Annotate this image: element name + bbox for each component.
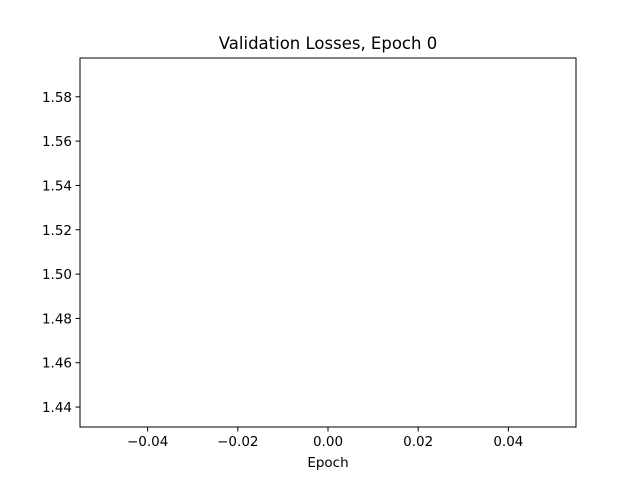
x-tick-label: −0.02 (217, 434, 258, 450)
x-tick-label: 0.00 (313, 434, 343, 450)
plot-area (79, 57, 577, 428)
y-tick-label: 1.44 (42, 400, 72, 416)
y-tick-label: 1.58 (42, 90, 72, 106)
x-tick-label: 0.04 (493, 434, 523, 450)
x-axis-label: Epoch (307, 455, 348, 471)
x-tick-label: −0.04 (127, 434, 168, 450)
y-axis-ticks: 1.44 1.46 1.48 1.50 1.52 1.54 1.56 1.58 (42, 90, 80, 416)
y-tick-label: 1.52 (42, 223, 72, 239)
x-tick-label: 0.02 (403, 434, 433, 450)
y-tick-label: 1.46 (42, 356, 72, 372)
y-tick-label: 1.56 (42, 134, 72, 150)
chart-title: Validation Losses, Epoch 0 (219, 34, 437, 53)
x-axis-ticks: −0.04 −0.02 0.00 0.02 0.04 (127, 427, 523, 450)
y-tick-label: 1.50 (42, 267, 72, 283)
y-tick-label: 1.48 (42, 311, 72, 327)
y-tick-label: 1.54 (42, 178, 72, 194)
